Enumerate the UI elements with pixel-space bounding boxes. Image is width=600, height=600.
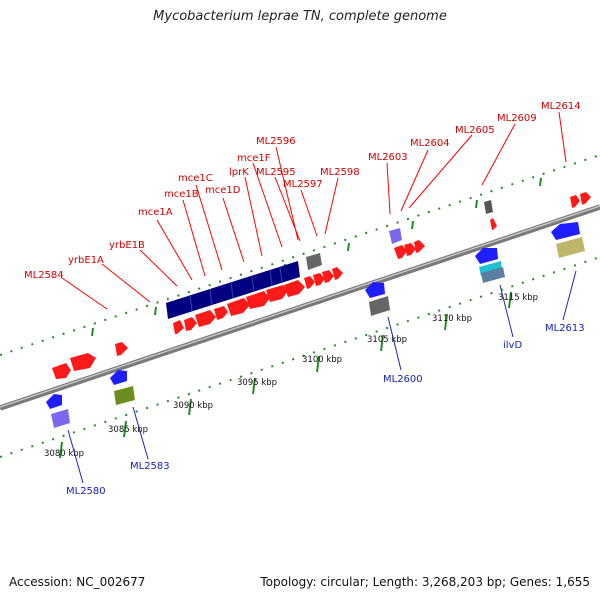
cds-forward[interactable] — [394, 245, 407, 259]
feature-gray[interactable] — [484, 200, 493, 214]
cds-forward[interactable] — [52, 363, 71, 379]
operon-block[interactable] — [166, 261, 300, 319]
kbp-label: 3085 kbp — [108, 425, 148, 435]
cds-forward[interactable] — [70, 353, 96, 371]
cds-forward[interactable] — [332, 267, 343, 280]
gene-label[interactable]: yrbE1A — [68, 255, 104, 266]
cds-forward[interactable] — [322, 270, 334, 283]
gene-label[interactable]: lprK — [229, 167, 249, 178]
cds-forward[interactable] — [414, 240, 425, 253]
cds-reverse[interactable] — [46, 394, 62, 409]
cds-forward[interactable] — [284, 280, 305, 297]
gene-label[interactable]: ML2600 — [383, 374, 423, 385]
gene-label[interactable]: ML2584 — [24, 270, 64, 281]
cds-forward[interactable] — [404, 243, 416, 256]
cds-forward[interactable] — [173, 320, 184, 334]
feature-olive[interactable] — [114, 386, 135, 405]
gene-label[interactable]: mce1D — [205, 185, 241, 196]
cds-forward[interactable] — [227, 298, 250, 316]
cds-forward[interactable] — [184, 317, 197, 331]
cds-forward[interactable] — [266, 285, 288, 302]
cds-forward[interactable] — [570, 195, 580, 208]
gene-label[interactable]: ML2613 — [545, 323, 585, 334]
cds-forward[interactable] — [313, 273, 325, 286]
gene-label[interactable]: ML2604 — [410, 138, 450, 149]
gene-label[interactable]: mce1A — [138, 207, 173, 218]
gene-label[interactable]: ML2583 — [130, 461, 170, 472]
reverse-features — [46, 222, 585, 428]
bottom-leaders — [67, 270, 577, 484]
kbp-label: 3115 kbp — [498, 293, 538, 303]
feature-gray[interactable] — [306, 253, 322, 270]
genome-summary: Topology: circular; Length: 3,268,203 bp… — [260, 575, 590, 589]
accession-label: Accession: NC_002677 — [9, 575, 146, 589]
kbp-label: 3100 kbp — [302, 355, 342, 365]
cds-forward[interactable] — [214, 306, 228, 320]
feature-purple[interactable] — [389, 228, 402, 244]
feature-khaki[interactable] — [556, 237, 585, 258]
gene-label[interactable]: ML2605 — [455, 125, 495, 136]
gene-label[interactable]: ilvD — [503, 340, 522, 351]
cds-forward[interactable] — [580, 192, 591, 205]
gene-label[interactable]: ML2595 — [256, 167, 296, 178]
gene-label[interactable]: ML2596 — [256, 136, 296, 147]
cds-forward[interactable] — [304, 276, 315, 289]
kbp-label: 3080 kbp — [44, 449, 84, 459]
cds-forward[interactable] — [490, 218, 497, 230]
cds-forward[interactable] — [246, 291, 270, 309]
gene-label[interactable]: ML2580 — [66, 486, 106, 497]
cds-reverse[interactable] — [475, 248, 498, 264]
cds-reverse[interactable] — [365, 282, 385, 298]
kbp-label: 3095 kbp — [237, 378, 277, 388]
mce-operon — [166, 261, 300, 319]
feature-slate[interactable] — [481, 267, 505, 283]
gene-label[interactable]: ML2598 — [320, 167, 360, 178]
gene-label[interactable]: ML2597 — [283, 179, 323, 190]
cds-reverse[interactable] — [551, 222, 580, 240]
gene-label[interactable]: ML2603 — [368, 152, 408, 163]
gene-label[interactable]: mce1C — [178, 173, 213, 184]
gene-label[interactable]: mce1B — [164, 189, 199, 200]
genome-backbone — [0, 204, 600, 411]
gene-label[interactable]: ML2609 — [497, 113, 537, 124]
feature-gray[interactable] — [369, 296, 390, 316]
map-title: Mycobacterium leprae TN, complete genome — [153, 9, 447, 24]
kbp-label: 3090 kbp — [173, 401, 213, 411]
cds-forward[interactable] — [115, 342, 128, 356]
cds-forward[interactable] — [195, 310, 216, 327]
gene-label[interactable]: ML2614 — [541, 101, 581, 112]
kbp-label: 3110 kbp — [432, 314, 472, 324]
feature-purple[interactable] — [51, 409, 70, 428]
gene-label[interactable]: yrbE1B — [109, 240, 145, 251]
cds-reverse[interactable] — [110, 370, 127, 385]
kbp-label: 3105 kbp — [367, 335, 407, 345]
forward-features — [52, 192, 591, 379]
gene-label[interactable]: mce1F — [237, 153, 271, 164]
genome-backbone-highlight — [0, 205, 600, 408]
top-leaders — [61, 111, 567, 310]
